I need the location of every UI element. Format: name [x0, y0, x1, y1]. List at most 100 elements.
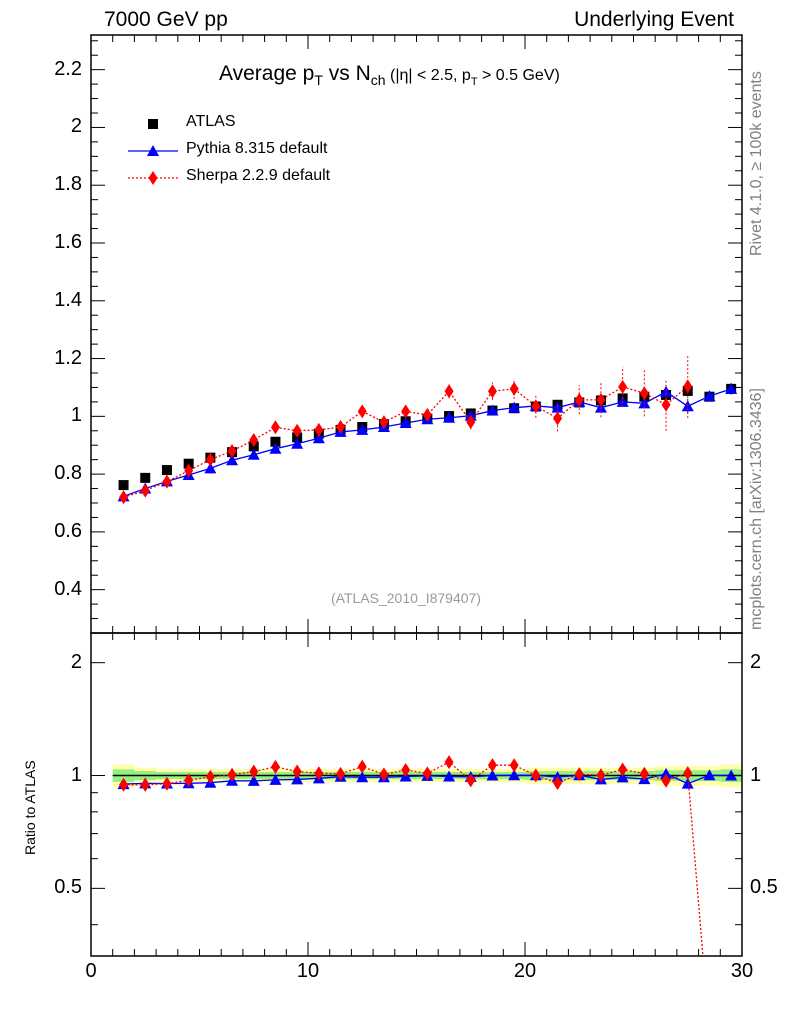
- ratio-point: [508, 769, 521, 781]
- data-point: [683, 379, 693, 394]
- x-tick-label: 0: [85, 960, 97, 982]
- ratio-point: [509, 758, 519, 773]
- data-point: [399, 416, 412, 428]
- ratio-point: [487, 758, 497, 773]
- data-point: [312, 432, 325, 444]
- data-point: [660, 385, 673, 397]
- legend-atlas-marker: [148, 119, 158, 129]
- ratio-point: [379, 767, 389, 782]
- x-tick-label: 30: [730, 960, 754, 982]
- axis-ticks: [90, 35, 743, 956]
- ratio-point: [618, 762, 628, 777]
- data-point: [553, 411, 563, 426]
- ratio-y-tick-label-right: 1: [750, 763, 762, 786]
- data-point: [205, 452, 215, 467]
- data-point: [356, 423, 369, 435]
- legend: [128, 119, 178, 185]
- ratio-point: [616, 771, 629, 783]
- ratio-point: [140, 777, 150, 792]
- ratio-point: [683, 766, 693, 781]
- ratio-point: [661, 773, 671, 788]
- data-point: [336, 420, 346, 435]
- data-point: [247, 448, 260, 460]
- ratio-point: [553, 776, 563, 791]
- ratio-point: [681, 777, 694, 789]
- ratio-point: [270, 759, 280, 774]
- ratio-y-tick-label: 2: [70, 650, 82, 673]
- series-triangle: [117, 382, 738, 790]
- data-point: [509, 381, 519, 396]
- data-point: [140, 472, 151, 483]
- ratio-panel-frame: [90, 632, 743, 957]
- data-point: [466, 415, 476, 430]
- ratio-point: [531, 768, 541, 783]
- x-tick-label: 10: [296, 960, 320, 982]
- data-point: [270, 420, 280, 435]
- legend-pythia-marker: [147, 145, 159, 156]
- y-tick-label: 1.4: [54, 288, 82, 311]
- data-point: [401, 404, 411, 419]
- ratio-y-tick-label-right: 0.5: [750, 876, 778, 899]
- rivet-version-label: Rivet 4.1.0, ≥ 100k events: [748, 71, 765, 256]
- data-point: [596, 392, 606, 407]
- header-right-label: Underlying Event: [574, 8, 734, 31]
- data-point: [703, 390, 716, 402]
- mcplots-citation-label: mcplots.cern.ch [arXiv:1306.3436]: [748, 388, 765, 630]
- ratio-point: [444, 755, 454, 770]
- ratio-point: [336, 766, 346, 781]
- ratio-point: [291, 773, 304, 785]
- ratio-y-tick-label: 0.5: [54, 876, 82, 899]
- data-point: [184, 463, 194, 478]
- ratio-point: [205, 769, 215, 784]
- ratio-axis-label: Ratio to ATLAS: [22, 760, 38, 855]
- data-point: [204, 462, 217, 474]
- y-tick-label: 0.4: [54, 577, 82, 600]
- ratio-series-line: [123, 761, 704, 957]
- ratio-y-tick-label-right: 2: [750, 650, 762, 673]
- legend-label-pythia: Pythia 8.315 default: [186, 140, 328, 157]
- y-tick-label: 1.2: [54, 346, 82, 369]
- ratio-point: [639, 766, 649, 781]
- ratio-point: [227, 767, 237, 782]
- data-point: [594, 401, 607, 413]
- data-point: [227, 444, 237, 458]
- legend-label-atlas: ATLAS: [186, 113, 236, 130]
- y-tick-label: 1.6: [54, 231, 82, 253]
- chart-title: Average pT vs Nch (|η| < 2.5, pT > 0.5 G…: [219, 62, 560, 89]
- data-point: [487, 384, 497, 399]
- data-point: [379, 415, 389, 430]
- main-series-line: [123, 388, 732, 497]
- y-tick-label: 2: [70, 115, 82, 138]
- data-point: [140, 483, 150, 498]
- data-point: [661, 397, 671, 412]
- data-point: [118, 480, 129, 491]
- ratio-point: [596, 768, 606, 783]
- data-point: [486, 404, 499, 416]
- ratio-point: [703, 769, 716, 781]
- ratio-point: [660, 767, 673, 779]
- ratio-point: [356, 771, 369, 783]
- data-point: [292, 423, 302, 438]
- legend-sherpa-marker: [148, 171, 158, 185]
- ratio-point: [292, 764, 302, 779]
- ratio-point: [119, 777, 129, 792]
- ratio-point: [247, 774, 260, 786]
- header-left-label: 7000 GeV pp: [104, 8, 228, 31]
- ratio-y-tick-label: 1: [70, 763, 82, 786]
- data-point: [443, 411, 456, 423]
- ratio-point: [422, 766, 432, 781]
- y-tick-label: 2.2: [54, 57, 82, 80]
- legend-label-sherpa: Sherpa 2.2.9 default: [186, 167, 331, 184]
- ratio-point: [486, 769, 499, 781]
- ratio-point: [401, 762, 411, 777]
- data-point: [531, 399, 541, 414]
- data-point: [119, 490, 129, 505]
- y-tick-label: 1: [70, 404, 82, 427]
- series-diamond: [119, 354, 704, 957]
- data-point: [357, 404, 367, 419]
- ratio-point: [269, 773, 282, 785]
- data-point: [574, 392, 584, 407]
- data-point: [162, 474, 172, 489]
- ratio-point: [184, 773, 194, 788]
